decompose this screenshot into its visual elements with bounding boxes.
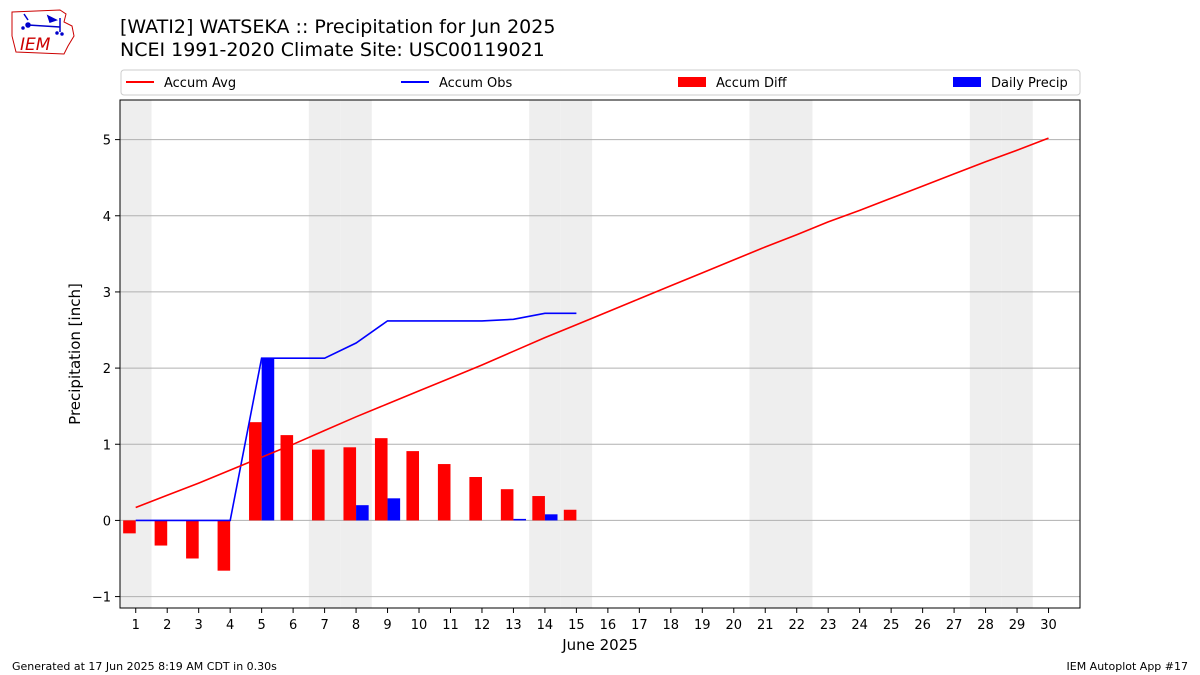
legend-label: Accum Obs xyxy=(439,76,512,91)
generated-timestamp: Generated at 17 Jun 2025 8:19 AM CDT in … xyxy=(12,660,277,673)
x-tick-label: 7 xyxy=(320,618,328,633)
daily-precip-bar xyxy=(356,505,369,521)
legend-label: Accum Diff xyxy=(716,76,788,91)
x-tick-label: 13 xyxy=(505,618,522,633)
accum-diff-bar xyxy=(500,489,514,521)
x-tick-label: 3 xyxy=(195,618,203,633)
accum-diff-bar xyxy=(532,496,545,521)
x-axis: 1 2 3 4 5 6 7 8 9 10 11 12 13 14 15 16 17 18 19 20 21 22 23 24 2… xyxy=(132,608,1057,633)
weather-station-icon xyxy=(21,13,64,36)
iem-logo: IEM xyxy=(11,9,75,55)
y-tick-label: 1 xyxy=(103,438,111,453)
x-tick-label: 8 xyxy=(352,618,360,633)
accum-diff-bar xyxy=(123,520,136,534)
weekend-shade xyxy=(1001,100,1033,608)
x-tick-label: 6 xyxy=(289,618,297,633)
x-axis-label: June 2025 xyxy=(561,636,638,654)
weekend-shade xyxy=(969,100,1002,608)
accum-diff-bar xyxy=(154,520,168,546)
x-tick-label: 4 xyxy=(226,618,234,633)
daily-precip-bar xyxy=(387,498,401,521)
accum-diff-bar xyxy=(186,520,199,559)
x-tick-label: 20 xyxy=(725,618,742,633)
x-tick-label: 18 xyxy=(663,618,680,633)
accum-diff-bar xyxy=(563,509,577,521)
x-tick-label: 12 xyxy=(474,618,491,633)
x-tick-label: 29 xyxy=(1009,618,1026,633)
accum-obs-line xyxy=(135,312,577,522)
x-tick-label: 16 xyxy=(600,618,617,633)
accum-diff-bar xyxy=(469,477,482,521)
x-tick-label: 19 xyxy=(694,618,711,633)
x-tick-label: 17 xyxy=(631,618,648,633)
grid-lines xyxy=(120,139,1080,598)
weekend-shade xyxy=(780,100,813,608)
accum-avg-line xyxy=(135,137,1049,509)
x-tick-label: 26 xyxy=(914,618,931,633)
daily-precip-bar xyxy=(513,518,527,521)
accum-diff-bar xyxy=(406,451,420,521)
accum-diff-bar xyxy=(280,435,294,521)
accum-diff-bar xyxy=(249,422,262,521)
chart-title: [WATI2] WATSEKA :: Precipitation for Jun… xyxy=(120,16,556,38)
x-tick-label: 2 xyxy=(163,618,171,633)
weekend-shade xyxy=(529,100,561,608)
chart-subtitle: NCEI 1991-2020 Climate Site: USC00119021 xyxy=(120,39,545,61)
weekend-shade xyxy=(308,100,341,608)
daily-precip-bar xyxy=(261,358,275,521)
x-tick-label: 23 xyxy=(820,618,837,633)
x-tick-label: 1 xyxy=(132,618,140,633)
legend-box xyxy=(120,69,1081,96)
legend-label: Daily Precip xyxy=(991,76,1068,91)
x-tick-label: 11 xyxy=(442,618,459,633)
x-tick-label: 28 xyxy=(977,618,994,633)
accum-diff-bar xyxy=(343,447,357,521)
accum-diff-bar xyxy=(217,520,231,571)
x-tick-label: 10 xyxy=(411,618,428,633)
legend-swatch xyxy=(953,77,981,87)
bar-series xyxy=(123,358,577,571)
x-tick-label: 25 xyxy=(883,618,900,633)
y-axis-label: Precipitation [inch] xyxy=(66,283,84,425)
y-axis: −1 0 1 2 3 4 5 xyxy=(92,134,120,606)
x-tick-label: 15 xyxy=(568,618,585,633)
x-tick-label: 14 xyxy=(537,618,554,633)
y-tick-label: −1 xyxy=(92,591,111,606)
legend: Accum Avg Accum Obs Accum Diff Daily Precip xyxy=(120,69,1081,96)
weekend-shade xyxy=(340,100,372,608)
x-tick-label: 27 xyxy=(946,618,963,633)
accum-diff-bar xyxy=(374,438,388,521)
legend-swatch xyxy=(678,77,706,87)
app-credit: IEM Autoplot App #17 xyxy=(1066,660,1189,673)
x-tick-label: 9 xyxy=(383,618,391,633)
y-tick-label: 0 xyxy=(103,514,111,529)
line-series xyxy=(135,137,1049,522)
logo-text: IEM xyxy=(20,35,51,55)
weekend-shade xyxy=(560,100,593,608)
y-tick-label: 3 xyxy=(103,286,111,301)
y-tick-label: 2 xyxy=(103,362,111,377)
weekend-shading xyxy=(120,100,1033,608)
y-tick-label: 5 xyxy=(103,134,111,149)
legend-label: Accum Avg xyxy=(164,76,236,91)
accum-diff-bar xyxy=(312,449,325,521)
x-tick-label: 22 xyxy=(788,618,805,633)
x-tick-label: 5 xyxy=(257,618,265,633)
y-tick-label: 4 xyxy=(103,210,111,225)
x-tick-label: 21 xyxy=(757,618,774,633)
weekend-shade xyxy=(749,100,781,608)
x-tick-label: 30 xyxy=(1040,618,1057,633)
x-tick-label: 24 xyxy=(851,618,868,633)
daily-precip-bar xyxy=(544,514,558,521)
plot-frame xyxy=(119,99,1081,609)
accum-diff-bar xyxy=(437,464,451,521)
